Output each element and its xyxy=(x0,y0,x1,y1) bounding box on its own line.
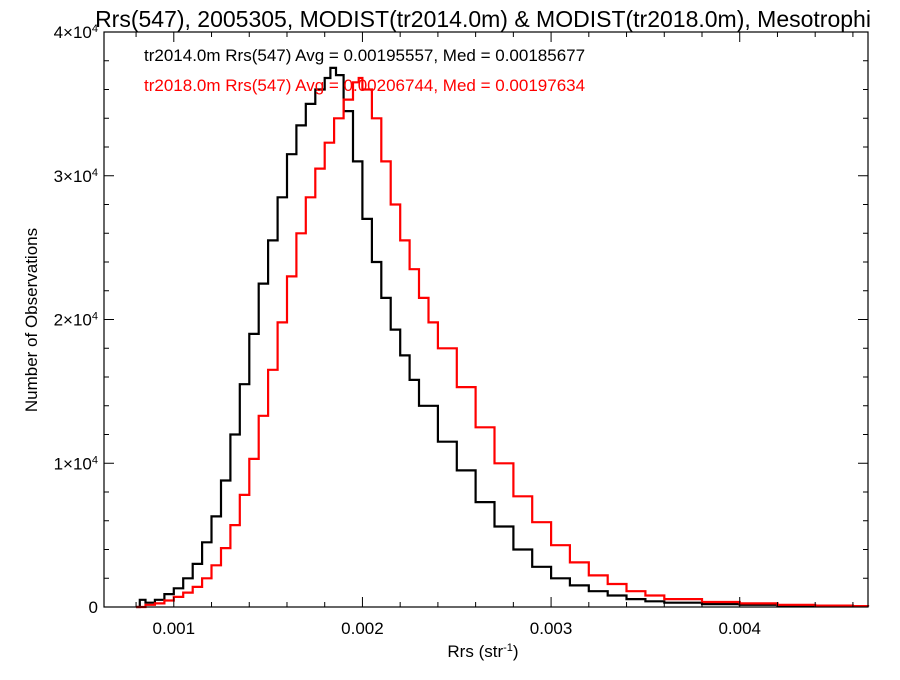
x-axis-label-tail: ) xyxy=(513,642,519,661)
chart-title: Rrs(547), 2005305, MODIST(tr2014.0m) & M… xyxy=(95,6,871,32)
plot-frame xyxy=(103,31,869,608)
y-tick-label-mantissa: 0 xyxy=(89,598,98,617)
x-tick-label-2: 0.002 xyxy=(341,619,384,638)
y-tick-label-4: 3×104 xyxy=(54,167,98,186)
x-tick-label-3: 0.003 xyxy=(530,619,573,638)
x-tick-label-1: 0.001 xyxy=(153,619,196,638)
y-tick-label-mantissa: 1×10 xyxy=(54,454,92,473)
y-tick-label-mantissa: 3×10 xyxy=(54,167,92,186)
plot-area: 0.001 0.002 0.003 0.00401×1042×1043×1044×10… xyxy=(54,23,870,638)
x-axis-label-base: Rrs (str xyxy=(447,642,503,661)
y-axis-label: Number of Observations xyxy=(22,228,41,412)
y-tick-label-exponent: 4 xyxy=(92,454,98,466)
legend-stats-series-1: tr2014.0m Rrs(547) Avg = 0.00195557, Med… xyxy=(144,46,585,65)
y-tick-label-5: 4×104 xyxy=(54,23,98,42)
x-tick-label-4: 0.004 xyxy=(718,619,761,638)
y-tick-label-exponent: 4 xyxy=(92,23,98,35)
y-tick-label-2: 1×104 xyxy=(54,454,98,473)
x-axis-label: Rrs (str-1) xyxy=(447,642,518,661)
legend-stats-series-2: tr2018.0m Rrs(547) Avg = 0.00206744, Med… xyxy=(144,76,585,95)
y-tick-label-3: 2×104 xyxy=(54,311,98,330)
series-line-2 xyxy=(136,76,870,609)
y-tick-label-mantissa: 2×10 xyxy=(54,311,92,330)
y-tick-label-mantissa: 4×10 xyxy=(54,23,92,42)
y-tick-label-1: 0 xyxy=(89,598,98,617)
y-tick-label-exponent: 4 xyxy=(92,311,98,323)
y-tick-label-exponent: 4 xyxy=(92,167,98,179)
series-line-1 xyxy=(136,66,870,609)
x-axis-label-sup: -1 xyxy=(503,642,513,654)
